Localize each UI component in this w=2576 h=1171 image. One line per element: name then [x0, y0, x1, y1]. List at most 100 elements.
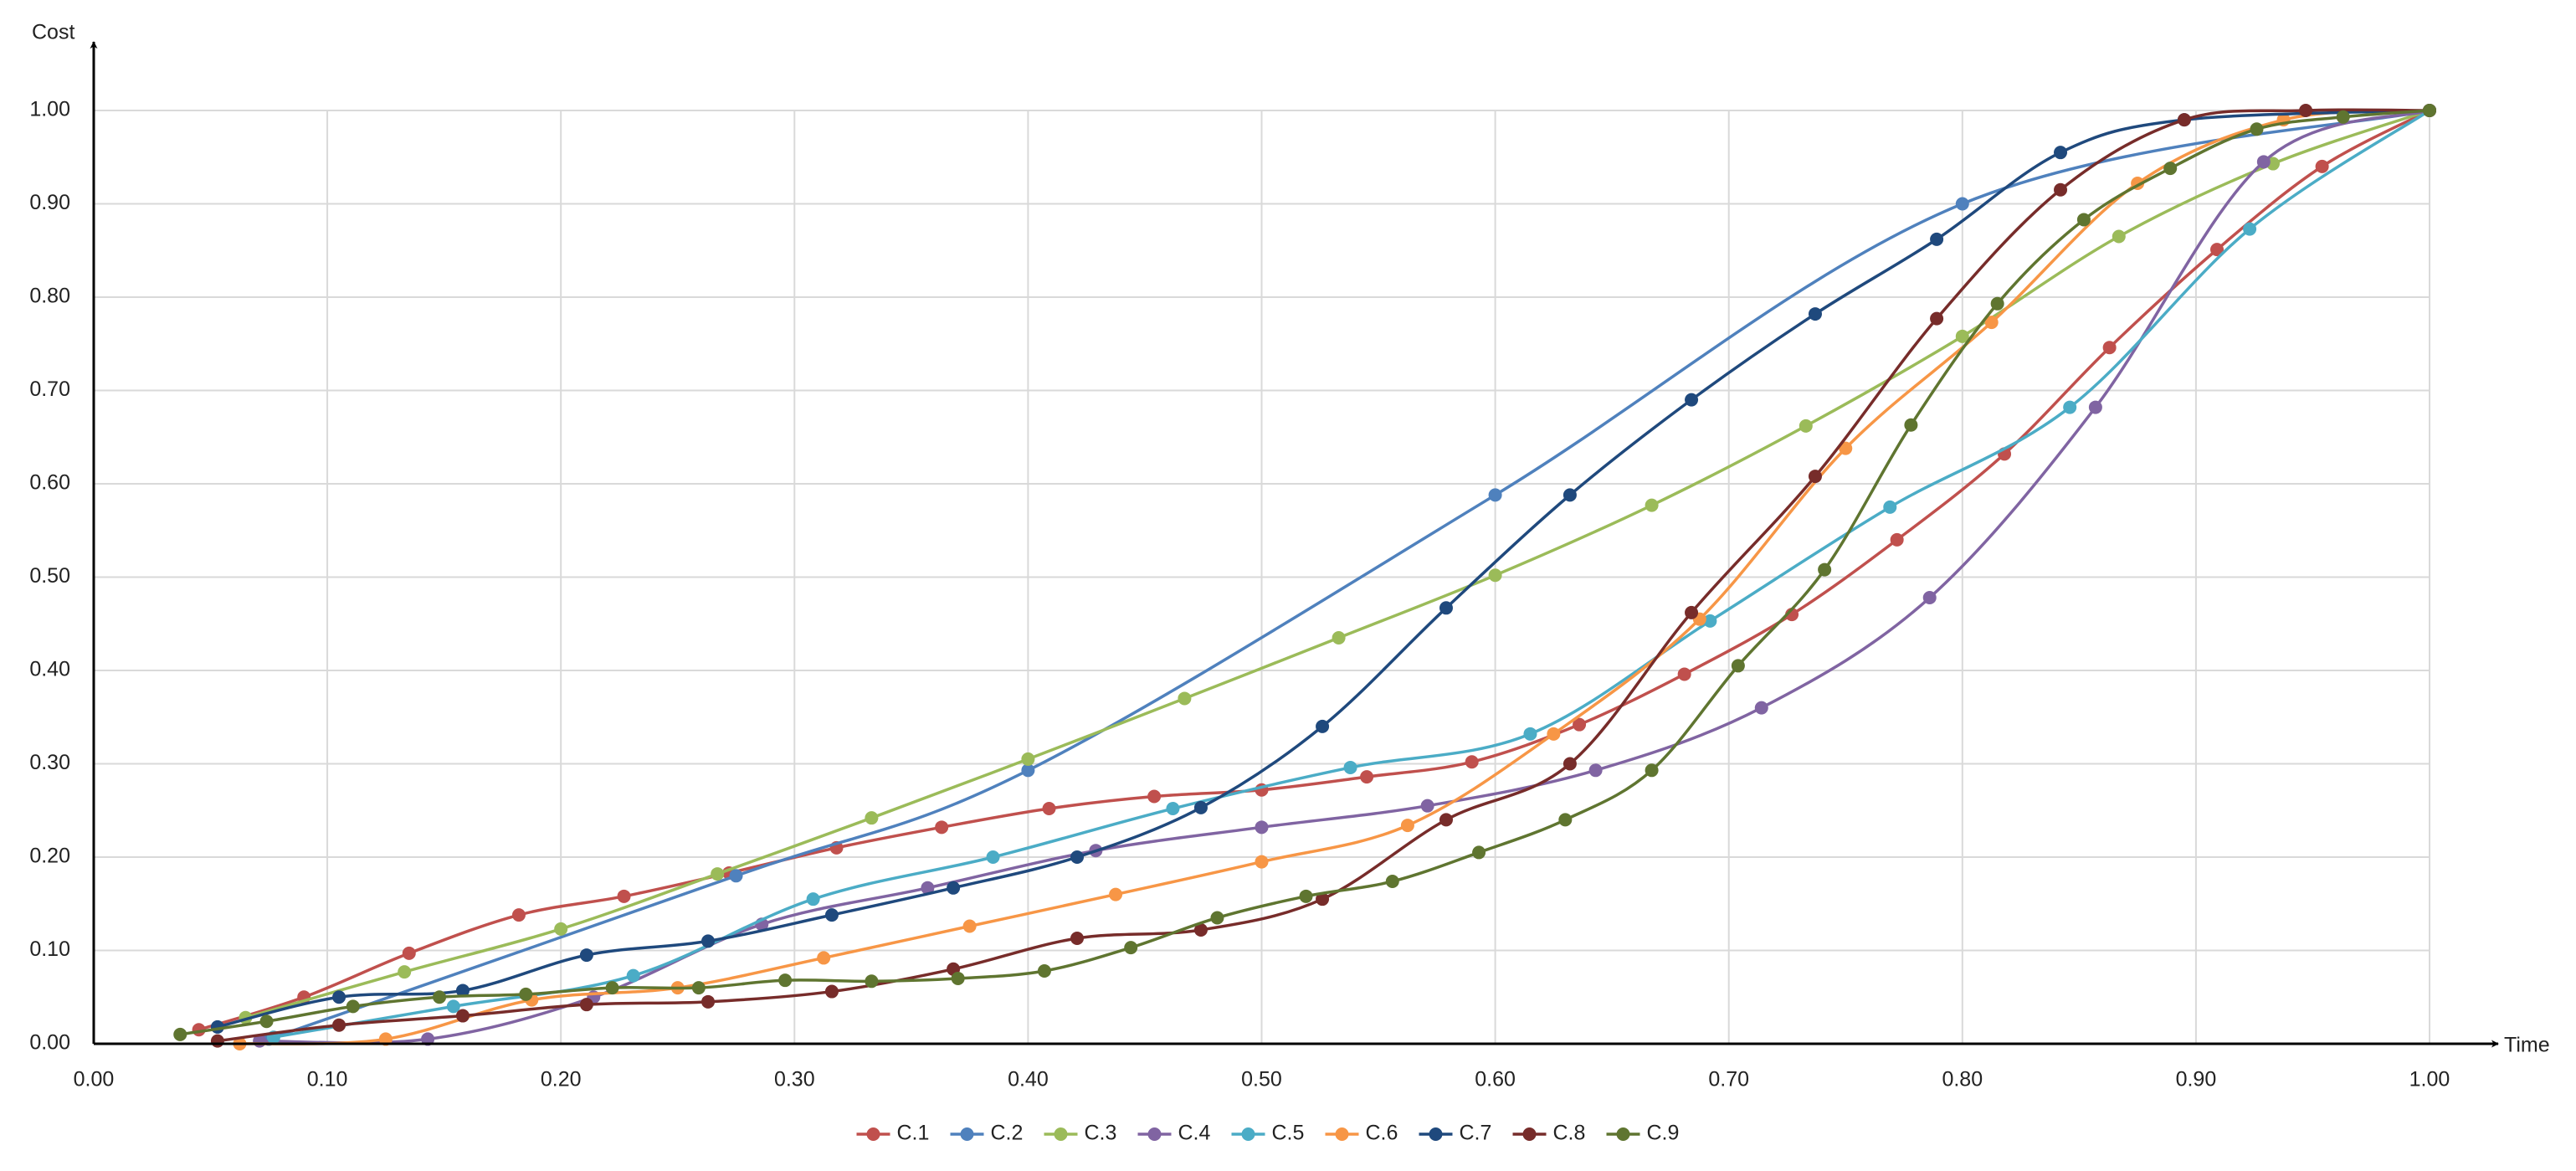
data-point	[778, 973, 793, 988]
data-point	[2102, 341, 2117, 355]
data-point	[1955, 329, 1969, 343]
x-axis-title: Time	[2504, 1034, 2550, 1057]
data-point	[817, 951, 831, 965]
data-point	[579, 998, 593, 1012]
data-point	[1883, 500, 1897, 514]
x-tick-label: 0.20	[541, 1068, 582, 1091]
x-tick-label: 0.60	[1475, 1068, 1516, 1091]
data-point	[701, 994, 716, 1009]
data-point	[378, 1032, 393, 1046]
data-point	[1904, 418, 1918, 432]
x-tick-label: 0.50	[1241, 1068, 1282, 1091]
data-point	[1808, 470, 1822, 484]
data-point	[1818, 562, 1832, 577]
series-line	[268, 109, 2430, 1041]
data-point	[1890, 532, 1904, 547]
data-point	[2243, 222, 2257, 236]
data-point	[1685, 393, 1699, 407]
data-point	[2054, 146, 2068, 160]
data-point	[1588, 763, 1603, 778]
data-point	[2076, 213, 2091, 227]
data-point	[1563, 488, 1577, 502]
data-point	[935, 820, 949, 835]
data-point	[1808, 307, 1822, 321]
data-point	[1332, 630, 1346, 645]
x-tick-label: 0.40	[1008, 1068, 1049, 1091]
data-point	[1573, 717, 1587, 732]
data-point	[865, 974, 879, 989]
data-point	[1465, 755, 1479, 769]
data-point	[1488, 488, 1502, 502]
data-point	[806, 892, 820, 906]
y-tick-label: 1.00	[29, 98, 70, 121]
legend-label: C.6	[1366, 1122, 1398, 1145]
y-tick-label: 0.60	[29, 471, 70, 495]
data-point	[1984, 316, 1999, 330]
data-point	[1799, 419, 1813, 433]
data-point	[398, 965, 412, 979]
y-tick-label: 0.30	[29, 751, 70, 774]
series-line	[244, 109, 2430, 1019]
data-point	[1955, 197, 1969, 211]
series-line	[198, 109, 2430, 1031]
data-point	[2112, 229, 2126, 244]
data-point	[1360, 770, 1374, 784]
x-tick-label: 0.80	[1942, 1068, 1983, 1091]
y-tick-label: 0.70	[29, 377, 70, 401]
x-tick-label: 0.70	[1708, 1068, 1749, 1091]
data-point	[711, 867, 725, 881]
data-point	[1754, 701, 1768, 715]
data-point	[617, 889, 631, 903]
x-tick-label: 0.10	[307, 1068, 348, 1091]
x-tick-label: 0.00	[74, 1068, 115, 1091]
data-point	[1400, 819, 1414, 833]
data-point	[173, 1027, 187, 1041]
data-point	[1070, 932, 1085, 946]
data-point	[824, 908, 839, 922]
data-point	[259, 1014, 274, 1029]
data-point	[1731, 659, 1745, 673]
data-point	[1922, 591, 1937, 605]
y-tick-label: 0.40	[29, 658, 70, 681]
data-point	[554, 922, 568, 936]
x-tick-label: 0.30	[774, 1068, 815, 1091]
legend-marker	[1241, 1127, 1255, 1141]
data-point	[824, 984, 839, 999]
data-point	[1420, 799, 1434, 813]
data-point	[947, 881, 961, 895]
legend-marker	[960, 1127, 974, 1141]
data-point	[1990, 296, 2004, 311]
data-point	[921, 881, 935, 895]
data-point	[1558, 813, 1573, 827]
data-point	[1021, 763, 1035, 778]
data-point	[1703, 614, 1717, 628]
legend-marker	[866, 1127, 880, 1141]
legend-marker	[1147, 1127, 1162, 1141]
data-point	[1645, 498, 1659, 512]
legend-marker	[1522, 1127, 1537, 1141]
data-point	[1343, 760, 1357, 774]
data-point	[1147, 789, 1162, 804]
data-point	[626, 968, 640, 983]
data-point	[962, 919, 977, 933]
y-axis-title: Cost	[32, 21, 74, 44]
y-tick-label: 0.20	[29, 845, 70, 868]
data-point	[1124, 941, 1138, 955]
data-point	[701, 934, 716, 948]
data-point	[1439, 601, 1453, 615]
data-point	[1037, 964, 1051, 978]
data-point	[865, 811, 879, 825]
data-point	[2163, 162, 2178, 176]
data-point	[1316, 892, 1330, 906]
data-point	[2423, 104, 2436, 117]
legend-label: C.5	[1272, 1122, 1305, 1145]
data-point	[691, 981, 706, 995]
data-point	[2054, 182, 2068, 197]
data-point	[729, 869, 743, 883]
data-point	[1042, 802, 1056, 816]
data-point	[2336, 110, 2350, 124]
legend-label: C.3	[1085, 1122, 1117, 1145]
data-point	[455, 984, 470, 998]
data-point	[433, 990, 447, 1004]
